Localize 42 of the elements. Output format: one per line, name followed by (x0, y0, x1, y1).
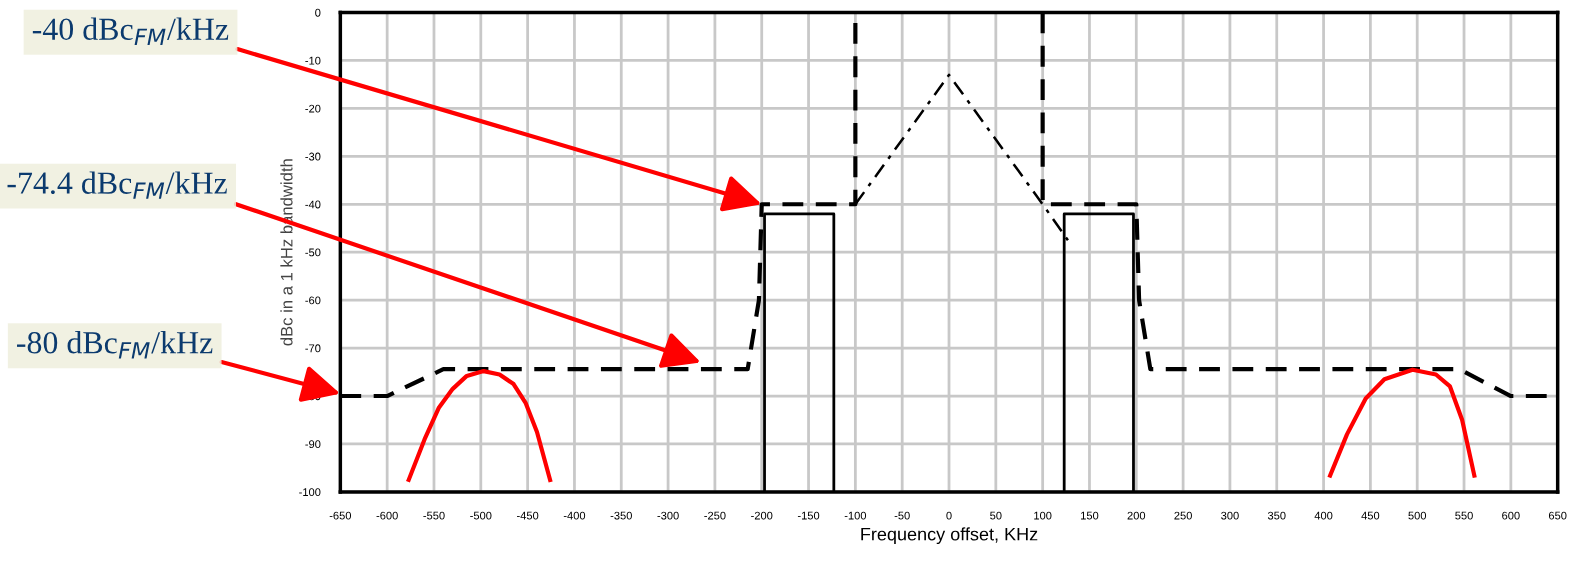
x-tick-label: 50 (990, 511, 1002, 520)
x-tick-label: -500 (470, 511, 492, 520)
annotation: -80 dBc$_{FM}$/kHz (17, 331, 213, 359)
annotation: -74.4 dBc$_{FM}$/kHz (7, 171, 227, 199)
annotation: -40 dBc$_{FM}$/kHz (32, 17, 229, 45)
x-tick-label: 650 (1548, 511, 1567, 520)
x-tick-label: 150 (1081, 511, 1099, 520)
x-tick-label: 400 (1314, 511, 1333, 520)
x-tick-label: -300 (657, 511, 679, 520)
y-tick-label: -10 (305, 56, 321, 65)
y-tick-label: -90 (305, 440, 321, 449)
y-tick-label: -20 (305, 104, 321, 113)
y-tick-label: -50 (305, 248, 321, 257)
x-tick-label: -400 (563, 511, 586, 520)
x-tick-label: 550 (1455, 511, 1473, 520)
y-tick-label: 0 (315, 8, 321, 17)
x-tick-label: -250 (704, 511, 726, 520)
x-tick-label: -100 (844, 511, 867, 520)
x-tick-label: -150 (797, 511, 820, 520)
y-tick-label: -60 (305, 296, 321, 305)
y-axis-title: dBc in a 1 kHz bandwidth (280, 159, 293, 346)
y-tick-label: -70 (305, 344, 321, 353)
x-tick-label: 600 (1502, 511, 1520, 520)
x-tick-label: -200 (751, 511, 773, 520)
x-tick-label: 250 (1174, 511, 1192, 520)
x-tick-label: -600 (376, 511, 398, 520)
x-tick-label: -50 (894, 511, 910, 520)
y-tick-label: -30 (305, 152, 321, 161)
x-tick-label: 450 (1361, 511, 1380, 520)
x-tick-label: 500 (1408, 511, 1427, 520)
x-tick-label: 200 (1127, 511, 1146, 520)
x-tick-label: -650 (329, 511, 352, 520)
x-tick-label: 100 (1034, 511, 1052, 520)
x-tick-label: 0 (946, 511, 952, 520)
x-axis-title: Frequency offset, KHz (861, 527, 1038, 545)
x-tick-label: -350 (610, 511, 632, 520)
x-tick-label: -450 (517, 511, 539, 520)
x-tick-label: 300 (1221, 511, 1239, 520)
x-tick-label: -550 (423, 511, 445, 520)
x-tick-label: 350 (1267, 511, 1286, 520)
y-tick-label: -100 (299, 488, 321, 497)
y-tick-label: -40 (305, 200, 321, 209)
